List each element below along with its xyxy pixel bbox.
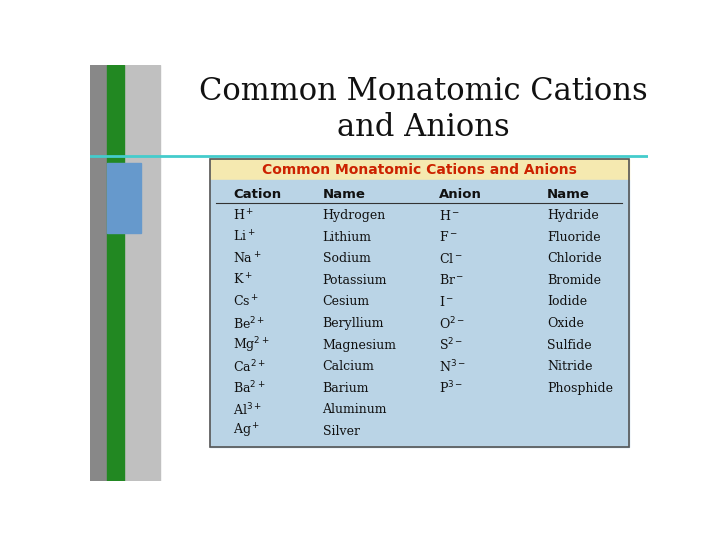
Text: H$^+$: H$^+$ xyxy=(233,208,254,224)
Text: Sodium: Sodium xyxy=(323,252,370,265)
Text: I$^-$: I$^-$ xyxy=(438,295,454,309)
Text: Ca$^{2+}$: Ca$^{2+}$ xyxy=(233,359,266,375)
Text: Hydrogen: Hydrogen xyxy=(323,209,386,222)
Text: Cesium: Cesium xyxy=(323,295,369,308)
Text: H$^-$: H$^-$ xyxy=(438,209,460,222)
Text: Anion: Anion xyxy=(438,188,482,201)
Text: Ag$^+$: Ag$^+$ xyxy=(233,422,261,441)
Bar xyxy=(90,65,107,481)
Text: Cation: Cation xyxy=(233,188,282,201)
Text: Magnesium: Magnesium xyxy=(323,339,397,352)
Text: K$^+$: K$^+$ xyxy=(233,273,253,288)
Text: Name: Name xyxy=(323,188,365,201)
Text: Chloride: Chloride xyxy=(547,252,602,265)
Text: Calcium: Calcium xyxy=(323,360,374,373)
Text: Name: Name xyxy=(547,188,590,201)
Text: Fluoride: Fluoride xyxy=(547,231,601,244)
Bar xyxy=(210,159,629,448)
Text: O$^{2-}$: O$^{2-}$ xyxy=(438,315,465,332)
Bar xyxy=(210,180,629,448)
Text: Silver: Silver xyxy=(323,425,359,438)
Text: Hydride: Hydride xyxy=(547,209,599,222)
Text: Lithium: Lithium xyxy=(323,231,372,244)
Text: Ba$^{2+}$: Ba$^{2+}$ xyxy=(233,380,266,396)
Text: Common Monatomic Cations
and Anions: Common Monatomic Cations and Anions xyxy=(199,76,647,143)
Text: Barium: Barium xyxy=(323,382,369,395)
Bar xyxy=(107,164,141,233)
Bar xyxy=(210,159,629,180)
Text: Cs$^+$: Cs$^+$ xyxy=(233,294,259,309)
Text: Cl$^-$: Cl$^-$ xyxy=(438,252,462,266)
Text: Beryllium: Beryllium xyxy=(323,317,384,330)
Text: Oxide: Oxide xyxy=(547,317,584,330)
Text: Al$^{3+}$: Al$^{3+}$ xyxy=(233,401,262,418)
Text: Phosphide: Phosphide xyxy=(547,382,613,395)
Text: N$^{3-}$: N$^{3-}$ xyxy=(438,359,465,375)
Bar xyxy=(107,65,124,481)
Text: Potassium: Potassium xyxy=(323,274,387,287)
Text: Li$^+$: Li$^+$ xyxy=(233,230,256,245)
Text: Iodide: Iodide xyxy=(547,295,588,308)
Text: Br$^-$: Br$^-$ xyxy=(438,273,464,287)
Text: Aluminum: Aluminum xyxy=(323,403,387,416)
Text: Mg$^{2+}$: Mg$^{2+}$ xyxy=(233,335,270,355)
Text: P$^{3-}$: P$^{3-}$ xyxy=(438,380,463,396)
Text: Common Monatomic Cations and Anions: Common Monatomic Cations and Anions xyxy=(262,163,577,177)
Text: S$^{2-}$: S$^{2-}$ xyxy=(438,337,463,353)
Text: Na$^+$: Na$^+$ xyxy=(233,251,262,267)
Text: F$^-$: F$^-$ xyxy=(438,230,458,244)
Text: Be$^{2+}$: Be$^{2+}$ xyxy=(233,315,266,332)
Text: Bromide: Bromide xyxy=(547,274,601,287)
Text: Nitride: Nitride xyxy=(547,360,593,373)
Bar xyxy=(90,65,160,481)
Text: Sulfide: Sulfide xyxy=(547,339,592,352)
